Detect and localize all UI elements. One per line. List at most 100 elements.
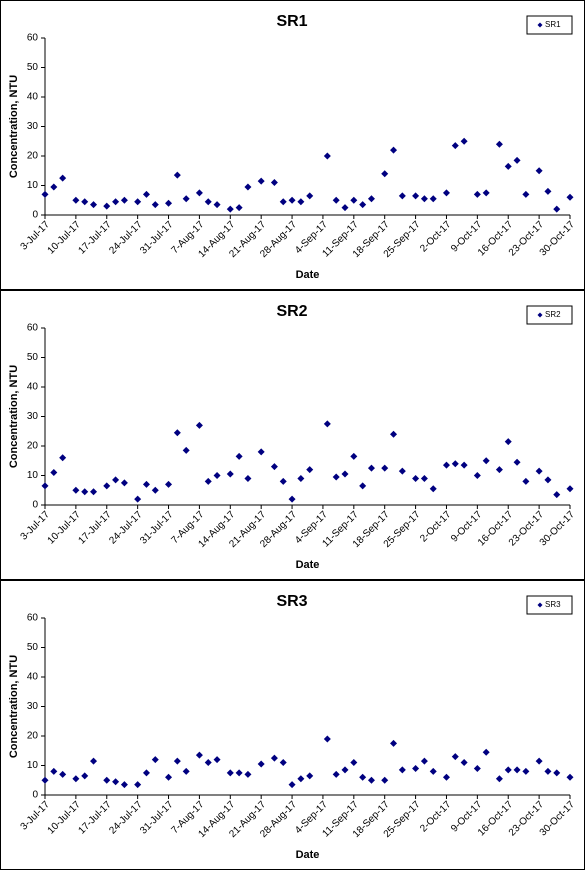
data-point	[341, 204, 349, 212]
data-point	[420, 195, 428, 203]
legend-marker	[537, 602, 543, 608]
chart-title: SR3	[276, 593, 307, 610]
x-tick-label: 2-Oct-17	[418, 799, 454, 835]
data-point	[134, 495, 142, 503]
data-point	[204, 477, 212, 485]
data-point	[226, 769, 234, 777]
data-point	[341, 766, 349, 774]
data-point	[204, 759, 212, 767]
data-point	[482, 189, 490, 197]
y-tick-label: 40	[27, 382, 39, 393]
data-point	[134, 198, 142, 206]
data-point	[50, 183, 58, 191]
data-point	[257, 760, 265, 768]
data-point	[288, 196, 296, 204]
data-point	[412, 764, 420, 772]
y-tick-label: 10	[27, 760, 39, 771]
legend-box	[526, 305, 573, 325]
data-point	[165, 480, 173, 488]
y-tick-label: 30	[27, 701, 39, 712]
data-point	[442, 773, 450, 781]
data-point	[482, 748, 490, 756]
data-point	[50, 767, 58, 775]
data-point	[412, 474, 420, 482]
data-point	[151, 756, 159, 764]
data-point	[142, 480, 150, 488]
data-point	[103, 482, 111, 490]
data-point	[513, 766, 521, 774]
data-point	[306, 466, 314, 474]
data-point	[566, 193, 574, 201]
data-point	[473, 764, 481, 772]
legend-marker	[537, 312, 543, 318]
data-point	[451, 460, 459, 468]
data-point	[513, 156, 521, 164]
data-point	[204, 198, 212, 206]
data-point	[151, 486, 159, 494]
data-point	[195, 421, 203, 429]
data-point	[112, 198, 120, 206]
chart-panel: SR301020304050603-Jul-1710-Jul-1717-Jul-…	[0, 580, 585, 870]
data-point	[72, 486, 80, 494]
data-point	[350, 196, 358, 204]
data-point	[182, 767, 190, 775]
data-point	[398, 192, 406, 200]
data-point	[297, 775, 305, 783]
data-point	[442, 461, 450, 469]
legend-label: SR1	[545, 20, 561, 29]
data-point	[173, 171, 181, 179]
data-point	[235, 769, 243, 777]
data-point	[420, 474, 428, 482]
data-point	[367, 776, 375, 784]
data-point	[213, 201, 221, 209]
data-point	[279, 759, 287, 767]
x-axis-title: Date	[296, 269, 320, 281]
data-point	[341, 470, 349, 478]
data-point	[390, 430, 398, 438]
data-point	[257, 177, 265, 185]
data-point	[495, 775, 503, 783]
chart-panel: SR201020304050603-Jul-1710-Jul-1717-Jul-…	[0, 290, 585, 580]
data-point	[359, 201, 367, 209]
data-point	[332, 770, 340, 778]
data-point	[279, 198, 287, 206]
legend-marker	[537, 22, 543, 28]
data-point	[332, 473, 340, 481]
data-point	[420, 757, 428, 765]
y-tick-label: 20	[27, 441, 39, 452]
y-tick-label: 50	[27, 352, 39, 363]
data-point	[504, 766, 512, 774]
data-point	[460, 137, 468, 145]
data-point	[288, 781, 296, 789]
data-point	[297, 474, 305, 482]
data-point	[535, 167, 543, 175]
data-point	[103, 202, 111, 210]
data-point	[59, 770, 67, 778]
data-point	[442, 189, 450, 197]
data-point	[553, 769, 561, 777]
data-point	[350, 452, 358, 460]
data-point	[90, 757, 98, 765]
data-point	[350, 759, 358, 767]
data-point	[473, 190, 481, 198]
data-point	[270, 463, 278, 471]
data-point	[226, 205, 234, 213]
y-tick-label: 50	[27, 642, 39, 653]
data-point	[412, 192, 420, 200]
data-point	[553, 205, 561, 213]
legend-label: SR2	[545, 310, 561, 319]
y-tick-label: 60	[27, 33, 39, 44]
data-point	[367, 464, 375, 472]
y-tick-label: 0	[32, 500, 38, 511]
data-point	[112, 778, 120, 786]
data-point	[381, 776, 389, 784]
data-point	[429, 195, 437, 203]
data-point	[544, 476, 552, 484]
data-point	[103, 776, 111, 784]
data-point	[257, 448, 265, 456]
data-point	[112, 476, 120, 484]
data-point	[522, 767, 530, 775]
data-point	[513, 458, 521, 466]
